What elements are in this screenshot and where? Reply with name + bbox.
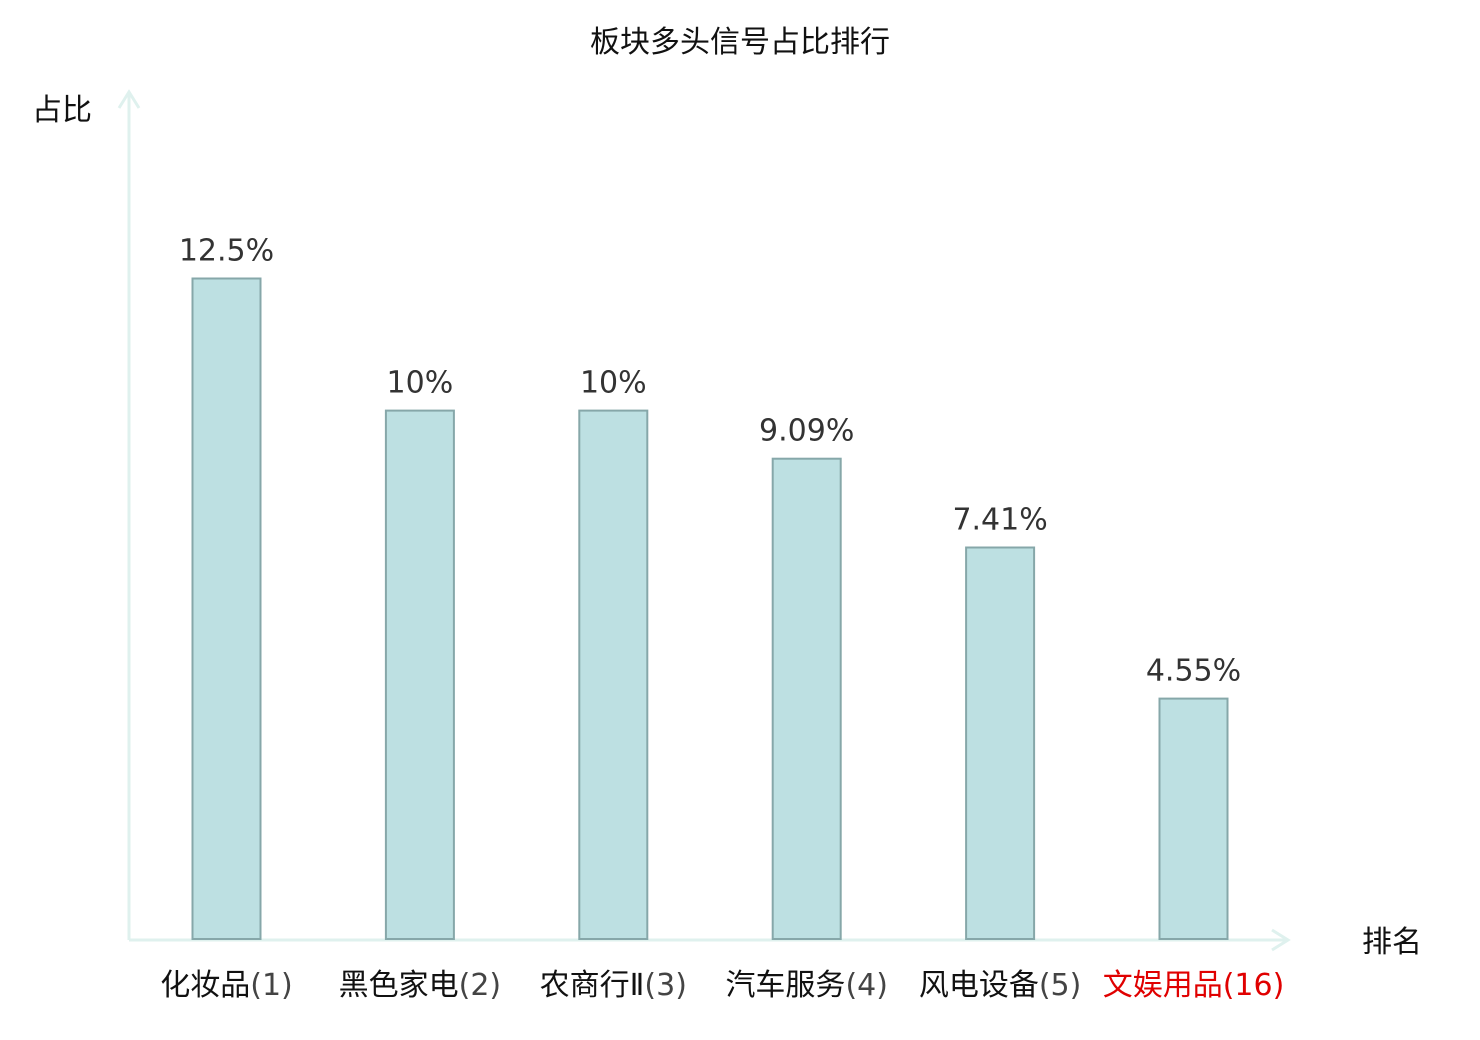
category-name: 农商行Ⅱ xyxy=(540,968,645,1003)
bar-3 xyxy=(578,409,649,941)
category-rank: (1) xyxy=(250,968,293,1003)
category-name: 黑色家电 xyxy=(339,968,459,1003)
y-axis xyxy=(117,89,141,940)
value-label-6: 4.55% xyxy=(1146,654,1241,689)
category-labels-group: 化妆品(1) 黑色家电(2) 农商行Ⅱ(3) 汽车服务(4) 风电设备(5) 文娱用品(1… xyxy=(160,968,1284,1003)
category-rank: (4) xyxy=(845,968,888,1003)
bars-group xyxy=(191,277,1229,941)
bar-5 xyxy=(965,546,1036,940)
category-label-2: 黑色家电(2) xyxy=(339,968,502,1003)
category-name: 化妆品 xyxy=(160,968,250,1003)
bar-6 xyxy=(1158,697,1229,940)
value-label-1: 12.5% xyxy=(179,234,274,269)
bar-2 xyxy=(384,409,455,941)
category-name: 文娱用品 xyxy=(1103,968,1223,1003)
category-name: 风电设备 xyxy=(919,968,1039,1003)
category-rank: (16) xyxy=(1223,968,1285,1003)
category-rank: (3) xyxy=(644,968,687,1003)
x-axis xyxy=(129,928,1291,952)
value-label-5: 7.41% xyxy=(952,503,1047,538)
bar-4 xyxy=(771,457,842,940)
category-label-4: 汽车服务(4) xyxy=(725,968,888,1003)
category-label-1: 化妆品(1) xyxy=(160,968,293,1003)
category-label-5: 风电设备(5) xyxy=(919,968,1082,1003)
category-rank: (2) xyxy=(459,968,502,1003)
category-label-6: 文娱用品(16) xyxy=(1103,968,1285,1003)
value-label-4: 9.09% xyxy=(759,414,854,449)
x-axis-arrow xyxy=(1271,928,1291,952)
category-name: 汽车服务 xyxy=(725,968,845,1003)
value-label-3: 10% xyxy=(580,366,647,401)
y-axis-arrow xyxy=(117,89,141,109)
value-labels-group: 12.5% 10% 10% 9.09% 7.41% 4.55% xyxy=(179,234,1241,689)
category-label-3: 农商行Ⅱ(3) xyxy=(540,968,687,1003)
x-axis-label: 排名 xyxy=(1362,925,1422,960)
category-rank: (5) xyxy=(1039,968,1082,1003)
y-axis-label: 占比 xyxy=(32,93,92,128)
value-label-2: 10% xyxy=(387,366,454,401)
chart-title: 板块多头信号占比排行 xyxy=(590,25,890,60)
bar-1 xyxy=(191,277,262,940)
